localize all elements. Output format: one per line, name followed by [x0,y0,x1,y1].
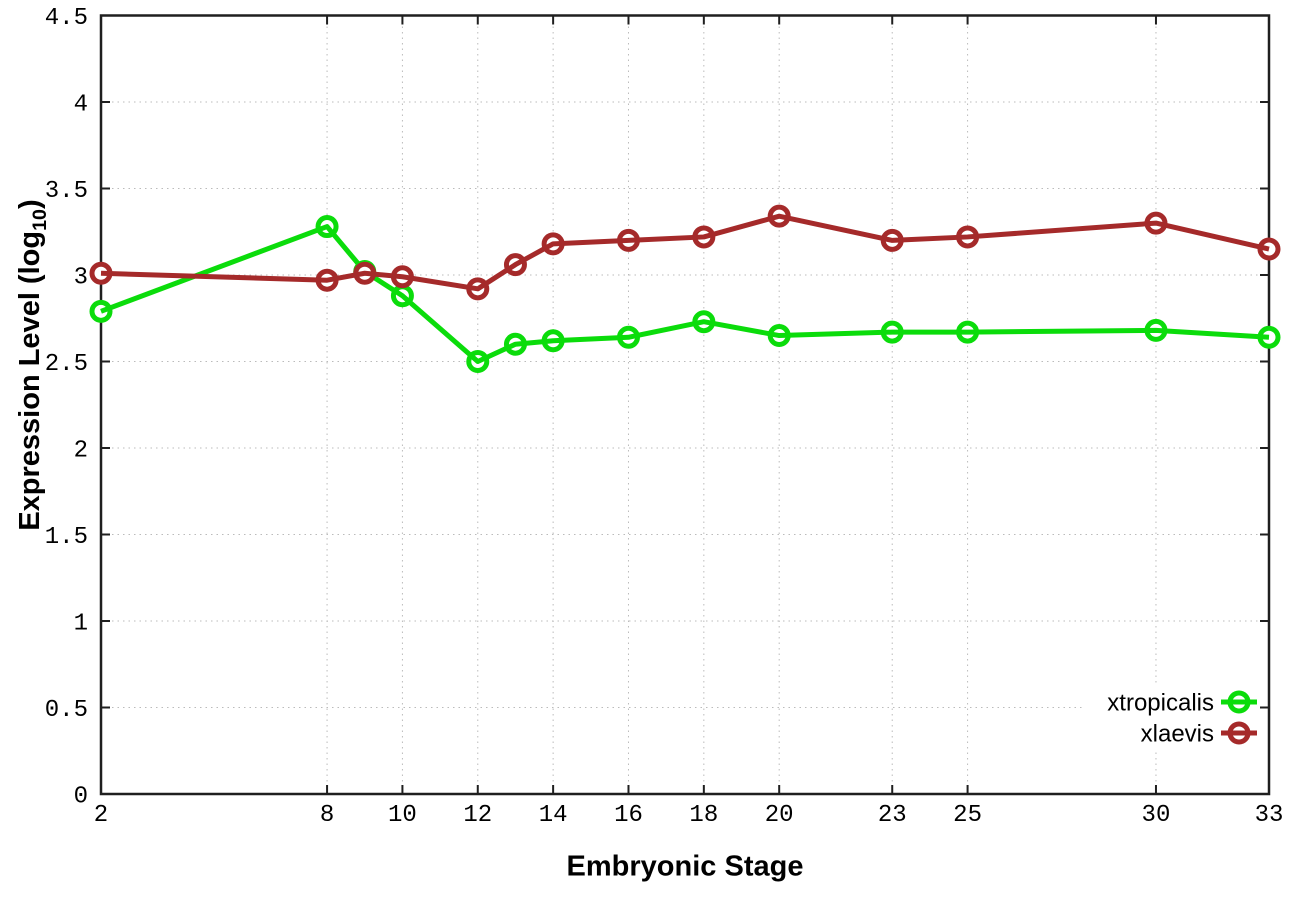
y-tick-label: 4 [74,91,88,118]
x-tick-label: 23 [878,802,907,829]
x-tick-label: 16 [614,802,643,829]
legend-entry-xlaevis: xlaevis [1141,720,1257,747]
x-tick-label: 8 [320,802,334,829]
y-tick-label: 4.5 [45,5,88,32]
x-tick-labels: 2 8 10 12 14 16 18 20 23 25 30 33 [94,802,1284,829]
x-tick-label: 30 [1142,802,1171,829]
y-tick-labels: 0 0.5 1 1.5 2 2.5 3 3.5 4 4.5 [45,5,88,811]
x-tick-label: 2 [94,802,108,829]
y-axis-title-close: ) [14,199,47,209]
series-line [100,213,1270,292]
x-tick-label: 18 [689,802,718,829]
y-tick-label: 1 [74,610,88,637]
y-axis-title: Expression Level (log10) [14,199,52,530]
x-axis-title: Embryonic Stage [566,850,804,883]
legend-label: xtropicalis [1107,689,1214,716]
y-tick-label: 2.5 [45,351,88,378]
series-xlaevis [89,204,1281,301]
gridlines [100,15,1270,795]
y-tick-label: 1.5 [45,524,88,551]
y-axis-title-text: Expression Level (log [14,230,47,531]
legend-entry-xtropicalis: xtropicalis [1107,689,1257,716]
series-line [100,224,1270,364]
x-tick-label: 20 [765,802,794,829]
x-tick-label: 14 [539,802,568,829]
legend-label: xlaevis [1141,720,1214,747]
x-tick-label: 10 [388,802,417,829]
x-tick-label: 33 [1255,802,1284,829]
series-xtropicalis [89,215,1281,373]
tick-marks [100,14,1270,795]
y-tick-label: 2 [74,437,88,464]
plot-border [99,14,1271,796]
y-tick-label: 3 [74,264,88,291]
legend: xtropicalis xlaevis [1107,689,1257,747]
y-axis-title-subscript: 10 [28,208,51,231]
y-tick-label: 0 [74,783,88,810]
y-tick-label: 3.5 [45,178,88,205]
x-tick-label: 12 [463,802,492,829]
y-tick-label: 0.5 [45,697,88,724]
x-tick-label: 25 [953,802,982,829]
